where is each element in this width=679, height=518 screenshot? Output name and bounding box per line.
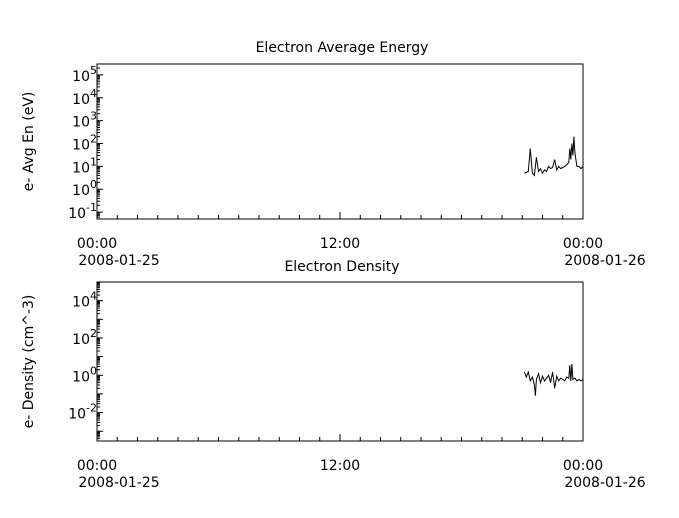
series-line-1 xyxy=(524,136,584,177)
y-tick-label: 102 xyxy=(72,133,97,154)
y-tick-label: 100 xyxy=(72,364,97,385)
y-tick-label: 101 xyxy=(72,155,97,176)
x-tick-date: 2008-01-25 xyxy=(78,475,159,491)
x-tick-date: 2008-01-25 xyxy=(78,253,159,269)
y-tick-label: 104 xyxy=(72,87,97,108)
chart-title: Electron Average Energy xyxy=(256,40,429,56)
x-tick-time: 00:00 xyxy=(563,458,603,474)
y-axis-label: e- Density (cm^-3) xyxy=(21,295,37,429)
y-tick-label: 10-2 xyxy=(68,402,97,423)
y-tick-label: 103 xyxy=(72,110,97,131)
chart-panel-2: Electron Density e- Density (cm^-3) 10-2 10… xyxy=(21,259,646,491)
x-tick-time: 12:00 xyxy=(320,458,360,474)
x-tick-date: 2008-01-26 xyxy=(564,475,645,491)
plot-frame xyxy=(96,281,584,442)
y-tick-label: 100 xyxy=(72,178,97,199)
x-tick-time: 00:00 xyxy=(563,236,603,252)
x-tick-time: 00:00 xyxy=(77,458,117,474)
y-axis-label: e- Avg En (eV) xyxy=(21,92,37,192)
x-tick-time: 12:00 xyxy=(320,236,360,252)
chart-panel-1: Electron Average Energy e- Avg En (eV) 10-… xyxy=(21,40,646,269)
chart-title: Electron Density xyxy=(284,259,399,275)
x-tick-time: 00:00 xyxy=(77,236,117,252)
plot-frame xyxy=(96,63,584,220)
y-tick-label: 105 xyxy=(72,64,97,85)
series-line-1 xyxy=(523,363,584,396)
y-tick-label: 104 xyxy=(72,290,97,311)
y-tick-label: 102 xyxy=(72,327,97,348)
y-tick-label: 10-1 xyxy=(68,201,97,222)
x-tick-date: 2008-01-26 xyxy=(564,253,645,269)
